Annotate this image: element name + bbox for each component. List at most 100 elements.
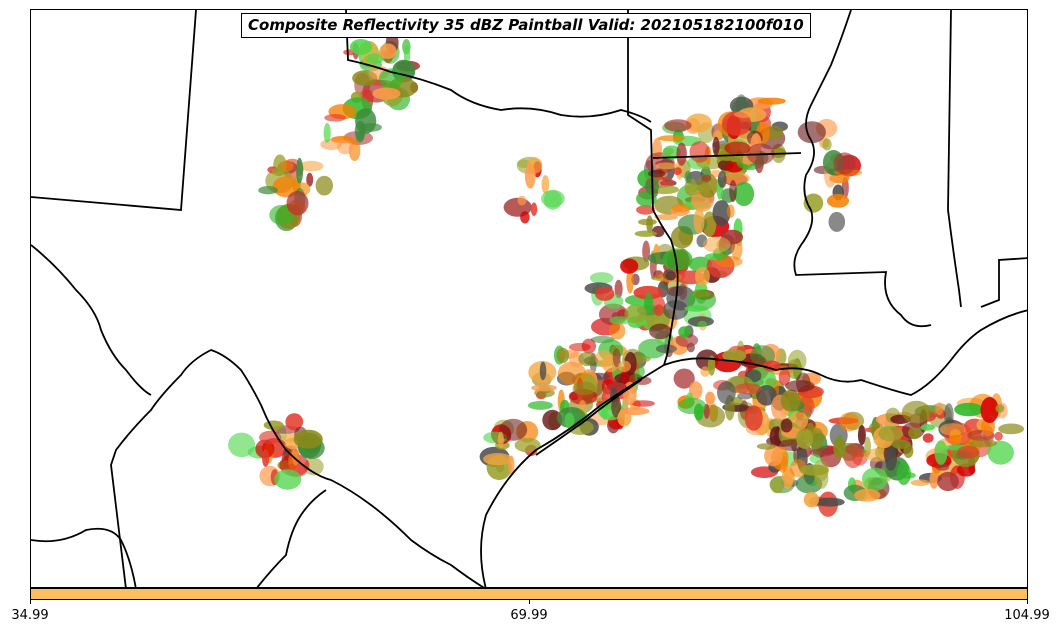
reflectivity-blob [280,160,294,172]
reflectivity-blob [589,272,614,284]
reflectivity-blob [803,491,820,508]
reflectivity-blob [354,120,366,141]
reflectivity-blob [814,467,829,489]
reflectivity-blob [995,404,1005,413]
reflectivity-blob [636,191,657,207]
reflectivity-blob [787,349,807,372]
state-boundaries [31,10,1027,587]
reflectivity-blob [700,366,710,377]
boundary-mississippi [793,10,932,328]
boundary-ar-la [652,152,802,159]
reflectivity-blob [269,204,294,225]
reflectivity-blob [578,351,597,367]
reflectivity-blob [634,230,657,237]
reflectivity-blob [721,172,750,185]
reflectivity-blob [929,470,939,489]
reflectivity-blob [734,383,762,395]
reflectivity-blob [337,139,354,155]
reflectivity-blob [826,194,850,208]
reflectivity-blob [851,449,868,466]
coast-texas-inner [535,379,642,456]
reflectivity-blob [556,347,570,364]
reflectivity-blob [594,286,615,301]
reflectivity-blob [833,152,856,175]
reflectivity-blob [920,424,936,431]
reflectivity-blob [684,183,703,196]
boundary-west-tx [31,244,152,396]
reflectivity-blob [365,53,385,64]
reflectivity-blob [520,211,530,224]
reflectivity-blob [685,113,712,133]
reflectivity-blob [581,338,597,354]
reflectivity-blob [764,445,783,467]
reflectivity-blob [372,87,401,100]
boundary-rio-grande [110,349,485,587]
reflectivity-blob [527,401,553,410]
reflectivity-blob [653,304,665,317]
boundary-red-river [345,10,652,123]
reflectivity-blob [644,292,654,313]
reflectivity-blob [263,420,284,430]
reflectivity-blob [814,497,845,507]
reflectivity-blob [517,195,527,206]
reflectivity-blob [702,211,717,237]
reflectivity-blob [315,175,333,196]
reflectivity-blob [968,439,998,448]
reflectivity-blob [724,141,751,155]
reflectivity-blob [636,205,656,215]
reflectivity-blob [684,305,709,312]
reflectivity-blob [944,403,954,428]
reflectivity-blob [642,240,650,263]
colorbar [30,588,1028,600]
reflectivity-blob [323,122,331,143]
reflectivity-blob [729,179,737,203]
map-title: Composite Reflectivity 35 dBZ Paintball … [241,13,811,38]
reflectivity-blob [808,427,824,450]
reflectivity-blob [255,439,275,459]
reflectivity-blob [734,111,754,118]
reflectivity-blob [705,391,716,405]
boundary-ms-al [947,10,962,308]
reflectivity-blob [901,400,931,424]
boundary-nm-tx-west [31,10,197,211]
reflectivity-blob [285,413,304,431]
reflectivity-blob [530,202,538,216]
reflectivity-blob [649,323,672,340]
reflectivity-blob [694,266,710,286]
reflectivity-blob [541,175,550,194]
reflectivity-blob [531,384,557,392]
reflectivity-blob [274,469,302,490]
reflectivity-blob [564,412,575,429]
reflectivity-blob [756,385,777,406]
reflectivity-blob [619,407,650,415]
reflectivity-blob [833,436,846,459]
reflectivity-blob [822,138,832,151]
reflectivity-blob [701,174,712,182]
reflectivity-blob [934,440,948,465]
reflectivity-blob [935,463,950,471]
colorbar-tick-mark-max [1027,600,1028,604]
reflectivity-blob [780,389,801,412]
colorbar-tick-mid: 69.99 [510,608,548,623]
reflectivity-blob [673,167,682,176]
reflectivity-blob [885,447,897,471]
map-canvas [31,10,1027,587]
reflectivity-blob [935,402,944,416]
reflectivity-blob [524,163,536,189]
reflectivity-blob [610,387,618,403]
reflectivity-blob [614,279,623,299]
reflectivity-blob [620,258,639,274]
reflectivity-blob [878,425,903,442]
reflectivity-blob [654,214,678,221]
reflectivity-blob [648,169,666,178]
reflectivity-blob [624,304,647,324]
reflectivity-blob [324,114,346,122]
reflectivity-blob [785,380,815,392]
reflectivity-blob [286,190,309,216]
reflectivity-blob [228,432,256,458]
reflectivity-blob [954,402,984,417]
reflectivity-blob [987,440,1014,465]
reflectivity-blob [733,181,755,206]
reflectivity-blob [854,488,881,502]
reflectivity-blob [712,136,720,156]
